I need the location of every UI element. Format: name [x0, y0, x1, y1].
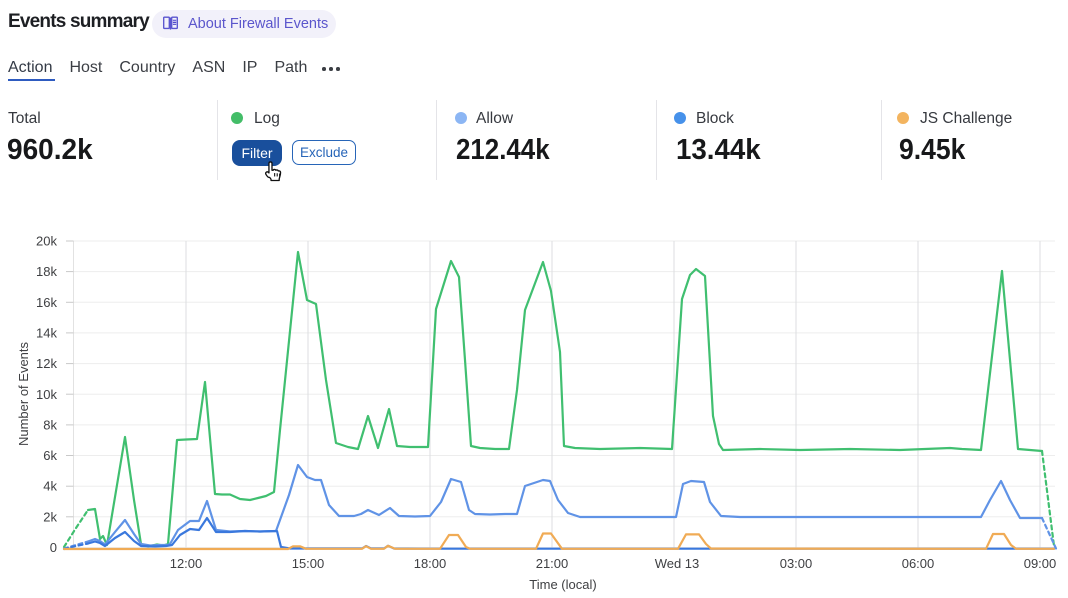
svg-text:0: 0	[50, 540, 57, 555]
svg-text:21:00: 21:00	[536, 556, 569, 571]
svg-text:18k: 18k	[36, 264, 57, 279]
svg-text:6k: 6k	[43, 448, 57, 463]
svg-text:12k: 12k	[36, 356, 57, 371]
svg-text:Wed 13: Wed 13	[655, 556, 700, 571]
svg-text:2k: 2k	[43, 509, 57, 524]
svg-text:4k: 4k	[43, 479, 57, 494]
svg-text:16k: 16k	[36, 295, 57, 310]
svg-text:Time (local): Time (local)	[529, 577, 596, 592]
svg-text:18:00: 18:00	[414, 556, 447, 571]
svg-text:10k: 10k	[36, 387, 57, 402]
svg-text:8k: 8k	[43, 417, 57, 432]
svg-text:Number of Events: Number of Events	[16, 341, 31, 446]
svg-text:06:00: 06:00	[902, 556, 935, 571]
svg-text:14k: 14k	[36, 325, 57, 340]
svg-text:12:00: 12:00	[170, 556, 203, 571]
svg-text:20k: 20k	[36, 234, 57, 249]
svg-text:09:00: 09:00	[1024, 556, 1057, 571]
svg-text:15:00: 15:00	[292, 556, 325, 571]
svg-text:03:00: 03:00	[780, 556, 813, 571]
